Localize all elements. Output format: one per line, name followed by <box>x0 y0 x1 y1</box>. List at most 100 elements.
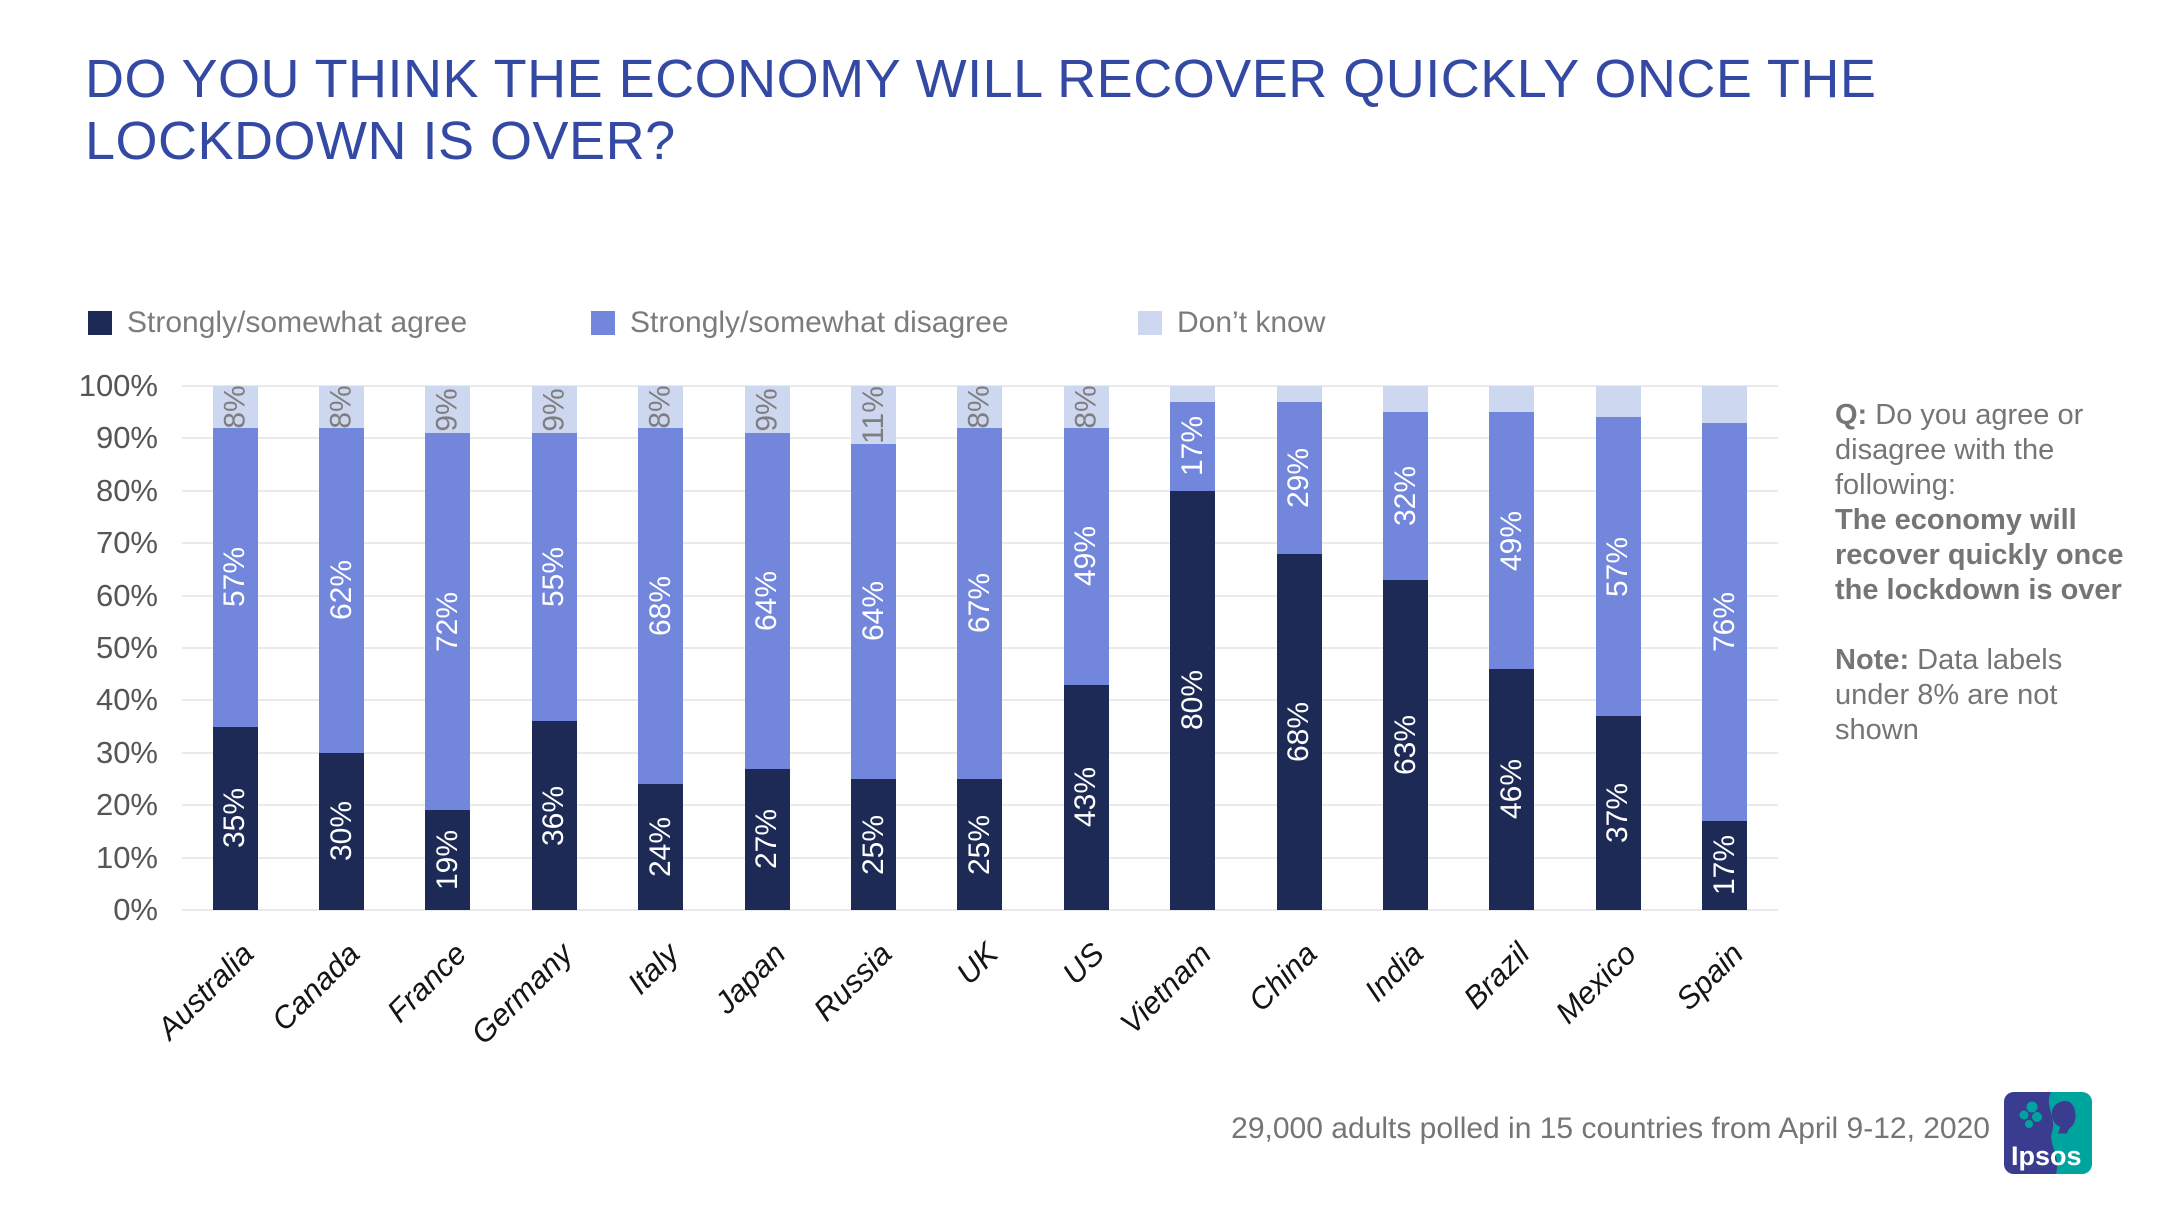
segment: 68% <box>638 427 684 785</box>
segment <box>1702 386 1748 423</box>
bar-germany: 36% 55% 9% <box>501 386 607 910</box>
segment: 8% <box>638 385 684 429</box>
y-tick-label: 40% <box>95 682 158 718</box>
segment-value-label: 8% <box>218 385 252 429</box>
segment-value-label: 46% <box>1494 759 1528 820</box>
segment: 32% <box>1383 412 1429 580</box>
bar-canada: 30% 62% 8% <box>288 385 394 910</box>
question-statement: The economy will recover quickly once th… <box>1835 504 2124 606</box>
segment: 9% <box>425 386 471 434</box>
segment: 57% <box>1595 417 1641 717</box>
question-body: Do you agree or disagree with the follow… <box>1835 399 2084 501</box>
segment: 8% <box>1063 385 1109 429</box>
y-tick-label: 30% <box>95 734 158 770</box>
segment-value-label: 9% <box>537 387 571 432</box>
segment-value-label: 11% <box>856 385 890 444</box>
segment-value-label: 19% <box>430 830 464 891</box>
x-tick-label: Vietnam <box>1112 936 1218 1041</box>
bar-stack: 37% 57% <box>1595 386 1641 910</box>
x-tick-label: Spain <box>1668 936 1750 1017</box>
bar-mexico: 37% 57% <box>1565 386 1671 910</box>
x-tick-label: Canada <box>264 936 367 1038</box>
x-tick-label: France <box>379 936 473 1029</box>
segment <box>1383 386 1429 413</box>
ipsos-logo-wordmark: Ipsos <box>2011 1141 2082 1171</box>
bar-stack: 19% 72% 9% <box>425 386 471 910</box>
segment: 64% <box>744 433 790 769</box>
x-tick-label: Russia <box>806 936 899 1028</box>
segment-value-label: 49% <box>1069 526 1103 587</box>
ipsos-logo-face-icon <box>2051 1100 2076 1134</box>
segment-value-label: 8% <box>324 385 358 429</box>
segment-value-label: 43% <box>1069 767 1103 828</box>
segment: 8% <box>212 385 258 429</box>
segment: 8% <box>319 385 365 429</box>
legend-swatch-disagree <box>591 311 615 335</box>
segment: 80% <box>1170 490 1216 910</box>
segment: 72% <box>425 433 471 811</box>
segment: 29% <box>1276 401 1322 554</box>
segment: 57% <box>212 427 258 727</box>
segment-value-label: 62% <box>324 560 358 621</box>
segment: 63% <box>1383 579 1429 910</box>
segment: 25% <box>851 779 897 910</box>
segment: 64% <box>851 443 897 779</box>
segment: 36% <box>531 721 577 910</box>
segment-value-label: 64% <box>856 581 890 642</box>
segment-value-label: 32% <box>1388 466 1422 527</box>
bar-stack: 68% 29% <box>1276 386 1322 910</box>
segment-value-label: 37% <box>1601 783 1635 844</box>
note-body: Data labels under 8% are not shown <box>1835 644 2063 746</box>
bar-brazil: 46% 49% <box>1459 386 1565 910</box>
segment-value-label: 30% <box>324 801 358 862</box>
ipsos-logo-navy-panel <box>2004 1092 2058 1174</box>
segment-value-label: 17% <box>1175 416 1209 477</box>
x-axis: Australia Canada France Germany Italy Japan Ru… <box>150 936 1778 1126</box>
legend-label-dontknow: Don’t know <box>1177 306 1326 339</box>
x-tick-label: India <box>1358 936 1431 1009</box>
gridline <box>182 385 1778 387</box>
page-title-line1: DO YOU THINK THE ECONOMY WILL RECOVER QU… <box>85 49 1877 109</box>
legend-item-dontknow: Don’t know <box>1138 306 1325 340</box>
legend-label-agree: Strongly/somewhat agree <box>127 306 468 339</box>
segment: 17% <box>1702 820 1748 910</box>
x-tick-label: Italy <box>620 936 686 1001</box>
x-tick-label: UK <box>949 936 1005 992</box>
segment: 49% <box>1063 427 1109 685</box>
segment-value-label: 9% <box>750 387 784 432</box>
segment-value-label: 24% <box>643 817 677 878</box>
bar-india: 63% 32% <box>1352 386 1458 910</box>
legend-label-disagree: Strongly/somewhat disagree <box>630 306 1009 339</box>
bar-china: 68% 29% <box>1246 386 1352 910</box>
segment: 17% <box>1170 401 1216 491</box>
bar-stack: 25% 67% 8% <box>957 385 1003 910</box>
segment: 9% <box>744 386 790 434</box>
y-tick-label: 0% <box>113 892 158 927</box>
bar-stack: 36% 55% 9% <box>531 386 577 910</box>
segment-value-label: 63% <box>1388 714 1422 775</box>
y-tick-label: 100% <box>78 368 158 403</box>
segment-value-label: 68% <box>1282 701 1316 762</box>
x-tick-label: Brazil <box>1457 936 1537 1016</box>
segment: 62% <box>319 427 365 753</box>
x-tick-label: Australia <box>149 936 260 1047</box>
bar-spain: 17% 76% <box>1672 386 1778 910</box>
bar-australia: 35% 57% 8% <box>182 385 288 910</box>
page-title-line2: LOCKDOWN IS OVER? <box>85 111 676 171</box>
bar-stack: 25% 64% 11% <box>851 385 897 910</box>
segment-value-label: 8% <box>643 385 677 429</box>
segment-value-label: 8% <box>962 385 996 429</box>
segment: 68% <box>1276 553 1322 910</box>
segment: 24% <box>638 784 684 910</box>
segment-value-label: 8% <box>1069 385 1103 429</box>
segment-value-label: 25% <box>856 814 890 875</box>
gridline <box>182 909 1778 911</box>
x-tick-label: China <box>1241 936 1324 1019</box>
segment <box>1170 386 1216 402</box>
y-tick-label: 20% <box>95 787 158 823</box>
segment-value-label: 49% <box>1494 510 1528 571</box>
x-tick-label: Germany <box>464 936 580 1051</box>
legend-swatch-dontknow <box>1138 311 1162 335</box>
segment-value-label: 68% <box>643 576 677 637</box>
